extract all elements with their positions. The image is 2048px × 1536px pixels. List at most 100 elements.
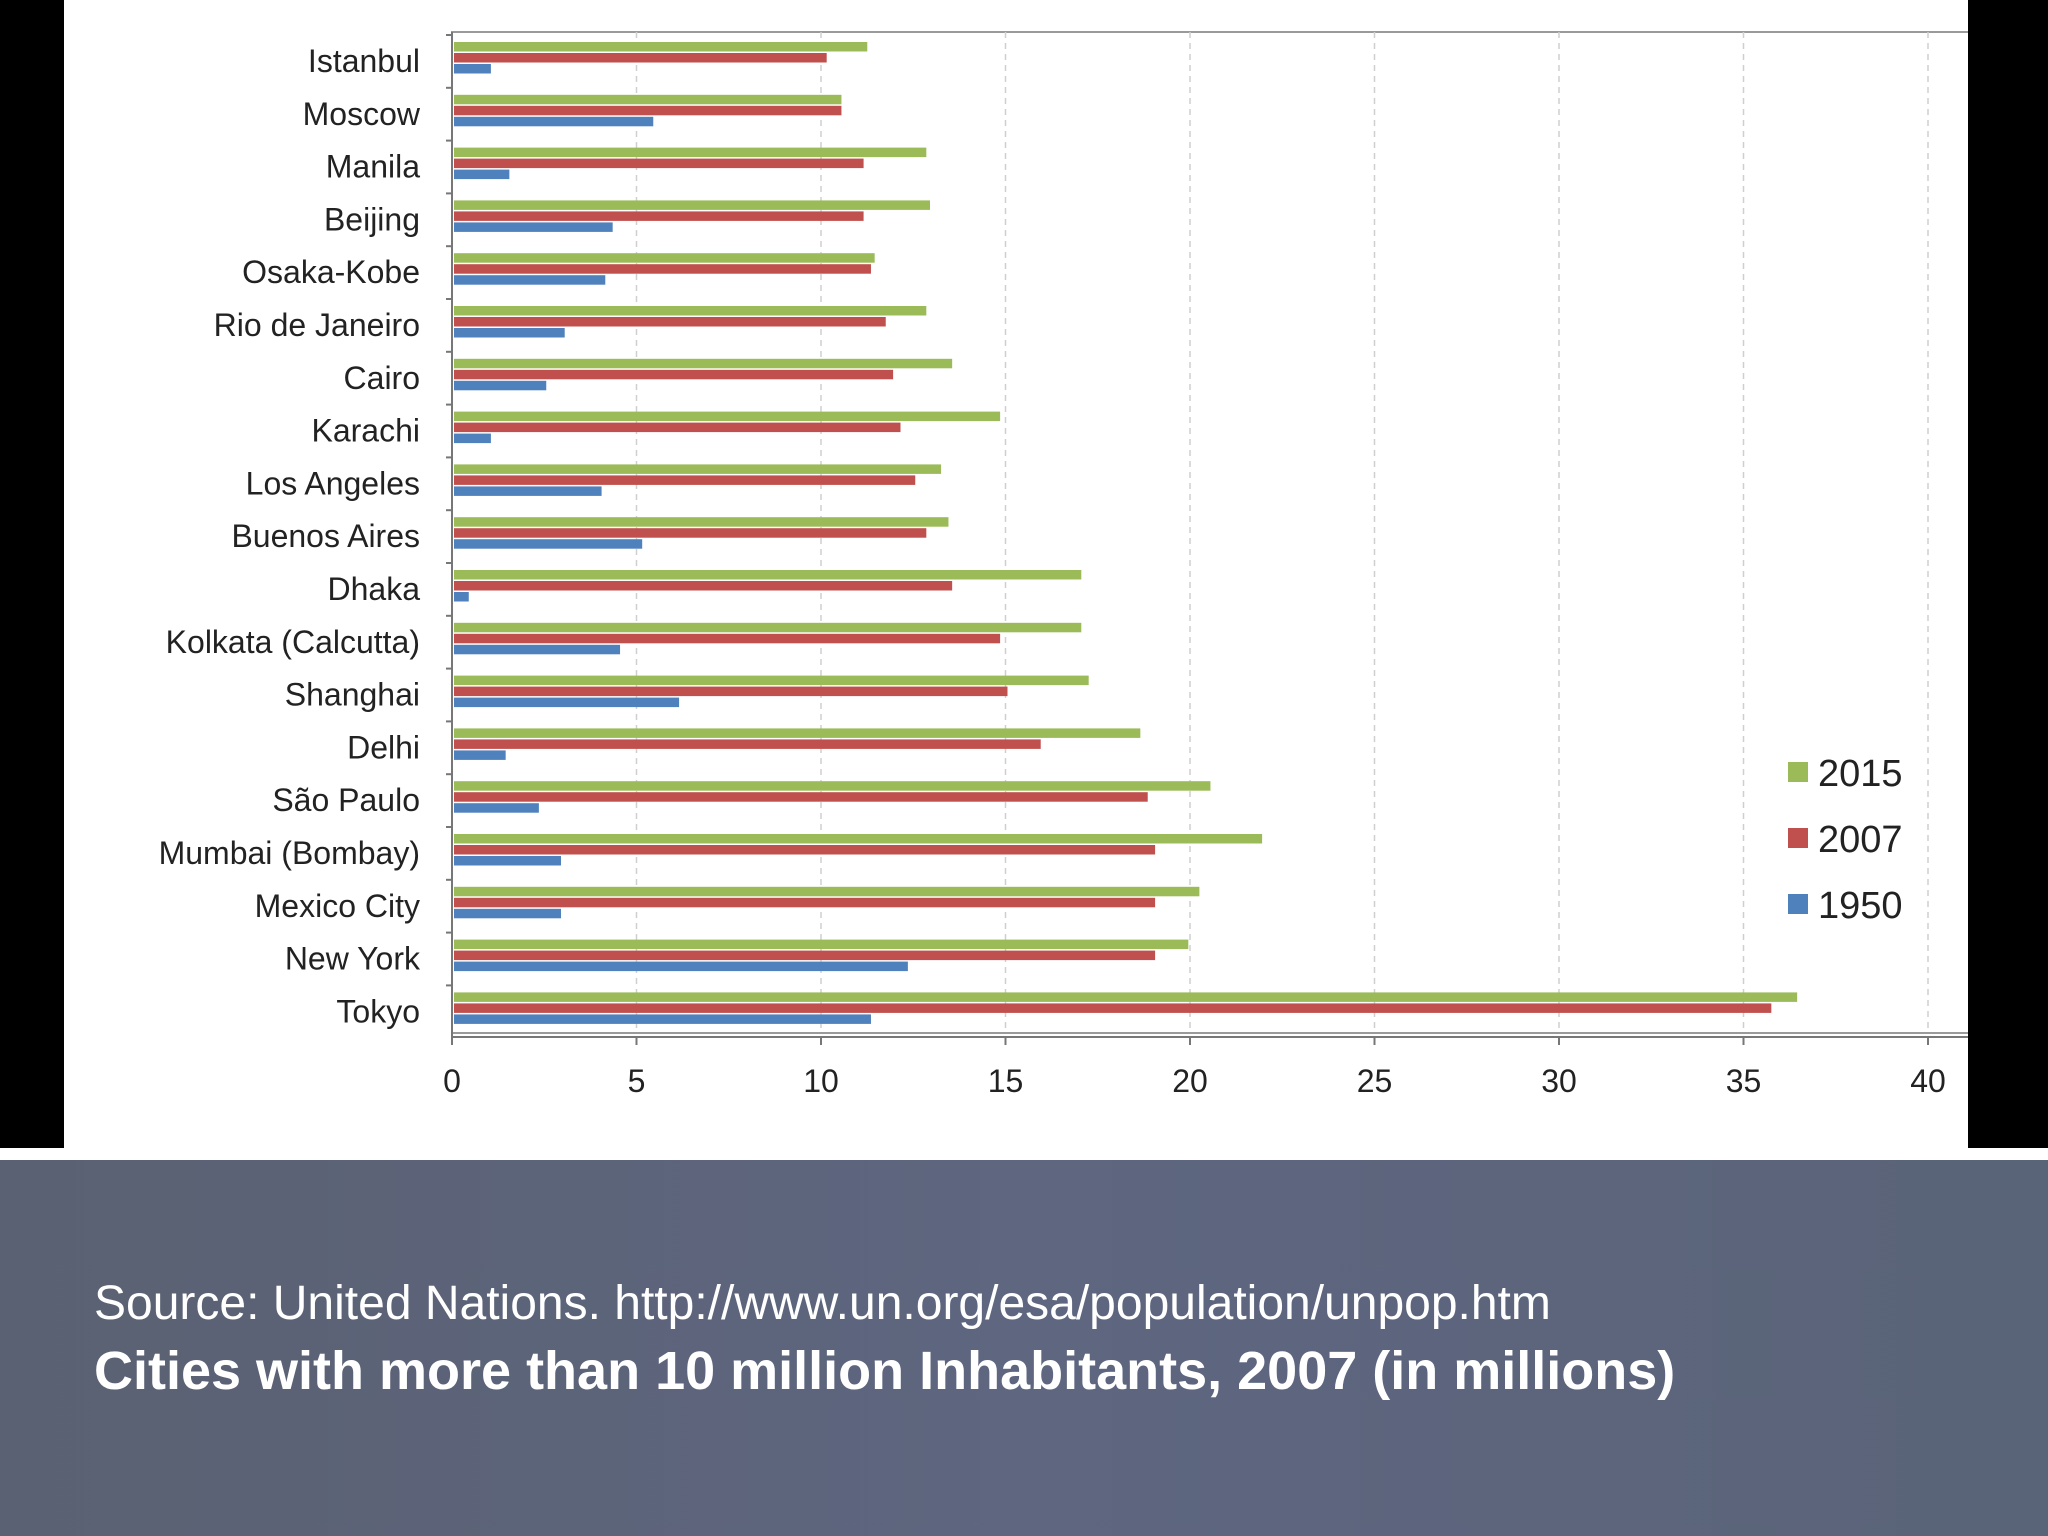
legend-label-2007: 2007 — [1818, 819, 1903, 861]
category-label: Cairo — [344, 360, 420, 396]
bar-2015-manila — [454, 147, 927, 158]
bar-2015-mumbai-bombay- — [454, 834, 1263, 844]
bar-2015-beijing — [454, 200, 931, 210]
category-label: Moscow — [303, 96, 421, 132]
category-label: Kolkata (Calcutta) — [166, 624, 420, 660]
legend-swatch-2007 — [1788, 828, 1808, 848]
bar-2007-rio-de-janeiro — [454, 317, 886, 327]
bar-1950-manila — [454, 169, 510, 180]
category-label: Mumbai (Bombay) — [159, 835, 420, 871]
bar-2015-osaka-kobe — [454, 253, 875, 263]
bar-2007-tokyo — [454, 1003, 1772, 1013]
bar-2007-buenos-aires — [454, 528, 927, 538]
x-tick-label: 25 — [1357, 1063, 1393, 1099]
bar-2007-beijing — [454, 211, 864, 221]
x-tick-label: 20 — [1172, 1063, 1208, 1099]
category-labels: Istanbul Moscow Manila Beijing Osaka-Kobe Rio… — [159, 32, 453, 1037]
bar-2015-moscow — [454, 94, 842, 105]
category-label: Istanbul — [308, 43, 420, 79]
bar-2007-los-angeles — [454, 475, 916, 485]
x-tick-label: 0 — [443, 1063, 461, 1099]
category-label: Los Angeles — [246, 465, 420, 501]
bar-2015-dhaka — [454, 570, 1082, 580]
category-label: Rio de Janeiro — [214, 307, 420, 343]
chart-panel: Istanbul Moscow Manila Beijing Osaka-Kobe Rio… — [64, 0, 1968, 1148]
bar-1950-s-o-paulo — [454, 803, 539, 813]
caption-band — [0, 1160, 2048, 1536]
bar-1950-osaka-kobe — [454, 275, 606, 285]
bar-1950-moscow — [454, 116, 654, 127]
category-label: Mexico City — [255, 888, 420, 924]
bar-2007-cairo — [454, 369, 894, 380]
bar-2015-istanbul — [454, 42, 868, 52]
x-tick-label: 40 — [1910, 1063, 1946, 1099]
bar-1950-delhi — [454, 750, 506, 760]
x-tick-label: 15 — [988, 1063, 1024, 1099]
bar-2007-mumbai-bombay- — [454, 845, 1156, 855]
bar-1950-karachi — [454, 433, 491, 444]
bar-2015-delhi — [454, 728, 1141, 738]
bar-2015-tokyo — [454, 992, 1798, 1002]
bar-2015-los-angeles — [454, 464, 942, 474]
bar-2007-istanbul — [454, 53, 827, 63]
bar-1950-dhaka — [454, 592, 469, 602]
bar-2007-osaka-kobe — [454, 264, 871, 274]
category-label: São Paulo — [272, 782, 420, 818]
bar-2015-cairo — [454, 358, 953, 369]
bar-chart: Istanbul Moscow Manila Beijing Osaka-Kobe Rio… — [159, 31, 1968, 1099]
bar-1950-cairo — [454, 380, 547, 391]
category-label: Tokyo — [336, 993, 420, 1029]
x-tick-label: 5 — [628, 1063, 646, 1099]
bar-2007-new-york — [454, 950, 1156, 961]
x-tick-label: 10 — [803, 1063, 839, 1099]
category-label: Shanghai — [285, 677, 420, 713]
source-text: Source: United Nations. http://www.un.or… — [94, 1277, 1551, 1330]
category-label: Manila — [326, 149, 420, 185]
bar-2007-s-o-paulo — [454, 792, 1148, 802]
bars — [454, 42, 1798, 1024]
bar-1950-kolkata-calcutta- — [454, 644, 621, 655]
bar-2015-karachi — [454, 411, 1001, 422]
bar-2015-s-o-paulo — [454, 781, 1211, 791]
bar-1950-mumbai-bombay- — [454, 856, 562, 866]
bar-2007-kolkata-calcutta- — [454, 633, 1001, 644]
bar-1950-mexico-city — [454, 908, 562, 919]
legend-label-2015: 2015 — [1818, 753, 1903, 795]
bar-2007-manila — [454, 158, 864, 169]
bar-1950-beijing — [454, 222, 613, 232]
category-label: Osaka-Kobe — [242, 254, 420, 290]
bar-2015-mexico-city — [454, 886, 1200, 897]
bar-2007-dhaka — [454, 581, 953, 591]
category-label: Beijing — [324, 201, 420, 237]
legend: 2015 2007 1950 — [1788, 753, 1903, 927]
bar-1950-rio-de-janeiro — [454, 328, 565, 338]
bar-1950-tokyo — [454, 1014, 871, 1024]
category-label: Delhi — [347, 729, 420, 765]
bar-1950-istanbul — [454, 64, 491, 74]
bar-2007-delhi — [454, 739, 1041, 749]
bar-2015-buenos-aires — [454, 517, 949, 527]
bar-2007-mexico-city — [454, 897, 1156, 908]
category-label: New York — [285, 941, 421, 977]
bar-1950-buenos-aires — [454, 539, 643, 549]
bar-2015-shanghai — [454, 675, 1089, 686]
bar-2007-shanghai — [454, 686, 1008, 697]
bar-2015-rio-de-janeiro — [454, 306, 927, 316]
chart-caption-title: Cities with more than 10 million Inhabit… — [94, 1341, 1676, 1401]
bar-1950-shanghai — [454, 697, 680, 708]
legend-swatch-2015 — [1788, 762, 1808, 782]
category-label: Dhaka — [328, 571, 421, 607]
legend-label-1950: 1950 — [1818, 885, 1903, 927]
bar-2015-new-york — [454, 939, 1189, 950]
bar-2015-kolkata-calcutta- — [454, 622, 1082, 633]
divider — [0, 1148, 2048, 1160]
bar-1950-new-york — [454, 961, 908, 972]
legend-swatch-1950 — [1788, 894, 1808, 914]
x-axis: 0 5 10 15 20 25 30 35 40 — [443, 1036, 1968, 1099]
bar-1950-los-angeles — [454, 486, 602, 496]
x-tick-label: 30 — [1541, 1063, 1577, 1099]
category-label: Karachi — [312, 413, 421, 449]
bar-2007-karachi — [454, 422, 901, 433]
category-label: Buenos Aires — [231, 518, 420, 554]
